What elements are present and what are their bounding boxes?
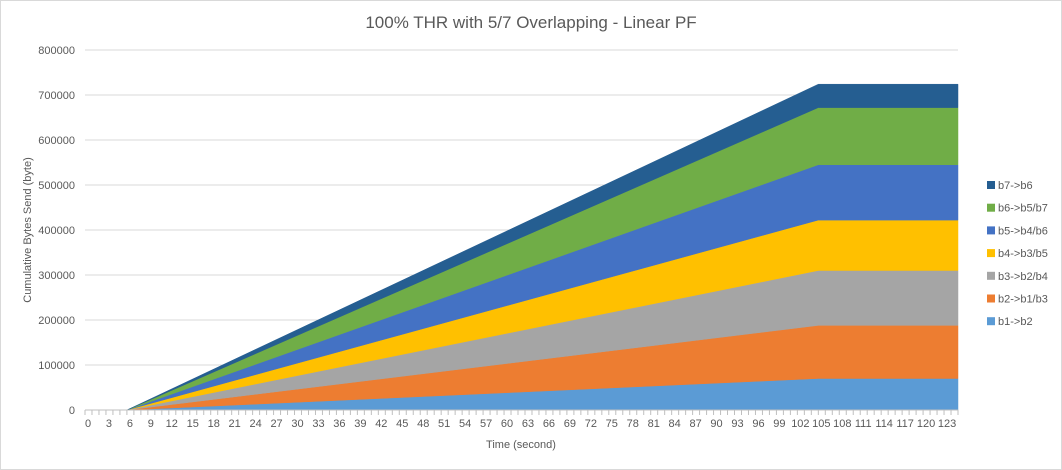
legend-label: b6->b5/b7 — [998, 203, 1048, 215]
x-tick-label: 24 — [249, 418, 261, 430]
y-tick-label: 400000 — [38, 225, 75, 237]
y-tick-label: 700000 — [38, 90, 75, 102]
x-tick-label: 57 — [480, 418, 492, 430]
x-tick-label: 9 — [148, 418, 154, 430]
x-tick-label: 27 — [270, 418, 282, 430]
x-tick-label: 0 — [85, 418, 91, 430]
y-tick-label: 200000 — [38, 315, 75, 327]
y-tick-label: 0 — [69, 405, 75, 417]
x-tick-label: 42 — [375, 418, 387, 430]
x-axis-title: Time (second) — [486, 439, 556, 451]
legend-label: b3->b2/b4 — [998, 271, 1048, 283]
x-tick-label: 102 — [791, 418, 809, 430]
x-tick-label: 51 — [438, 418, 450, 430]
x-tick-label: 111 — [855, 418, 872, 430]
chart-title: 100% THR with 5/7 Overlapping - Linear P… — [365, 13, 696, 32]
x-tick-label: 105 — [812, 418, 830, 430]
x-tick-label: 60 — [501, 418, 513, 430]
series-areas — [85, 83, 959, 411]
x-tick-labels: 0 3 6 9 12 15 18 21 24 27 30 33 36 39 42 45 48 51 54 57 60 63… — [85, 418, 956, 430]
x-tick-label: 45 — [396, 418, 408, 430]
x-tick-label: 90 — [710, 418, 722, 430]
legend-label: b4->b3/b5 — [998, 248, 1048, 260]
legend-swatch — [987, 271, 995, 280]
x-tick-label: 21 — [229, 418, 241, 430]
x-tick-label: 39 — [354, 418, 366, 430]
x-tick-label: 6 — [127, 418, 133, 430]
y-tick-labels: 0 100000 200000 300000 400000 500000 600000 700… — [38, 45, 75, 417]
x-tick-label: 72 — [585, 418, 597, 430]
y-tick-label: 300000 — [38, 270, 75, 282]
legend-label: b2->b1/b3 — [998, 294, 1048, 306]
x-tick-label: 123 — [938, 418, 956, 430]
x-tick-label: 108 — [833, 418, 851, 430]
x-tick-label: 75 — [606, 418, 618, 430]
x-tick-label: 3 — [106, 418, 112, 430]
x-tick-label: 99 — [773, 418, 785, 430]
x-tick-label: 117 — [896, 418, 914, 430]
legend-swatch — [987, 294, 995, 303]
x-tick-label: 81 — [648, 418, 660, 430]
y-tick-label: 500000 — [38, 180, 75, 192]
x-tick-label: 96 — [752, 418, 764, 430]
legend-label: b5->b4/b6 — [998, 225, 1048, 237]
legend-swatch — [987, 317, 995, 326]
x-tick-label: 48 — [417, 418, 429, 430]
y-tick-label: 600000 — [38, 135, 75, 147]
x-tick-label: 93 — [731, 418, 743, 430]
axes — [84, 409, 959, 415]
y-tick-label: 100000 — [38, 360, 75, 372]
y-axis-title: Cumulative Bytes Send (byte) — [22, 157, 34, 303]
x-tick-label: 36 — [333, 418, 345, 430]
legend-swatch — [987, 226, 995, 235]
x-tick-label: 18 — [208, 418, 220, 430]
x-tick-label: 33 — [312, 418, 324, 430]
legend: b7->b6 b6->b5/b7 b5->b4/b6 b4->b3/b5 b3->b2/… — [987, 180, 1048, 328]
legend-swatch — [987, 181, 995, 189]
y-tick-label: 800000 — [38, 45, 75, 57]
x-tick-label: 12 — [166, 418, 178, 430]
x-tick-label: 87 — [689, 418, 701, 430]
x-tick-label: 63 — [522, 418, 534, 430]
x-tick-label: 84 — [669, 418, 681, 430]
legend-label: b1->b2 — [998, 316, 1033, 328]
x-tick-label: 54 — [459, 418, 471, 430]
legend-label: b7->b6 — [998, 180, 1033, 192]
x-tick-label: 69 — [564, 418, 576, 430]
x-tick-label: 66 — [543, 418, 555, 430]
x-tick-label: 78 — [627, 418, 639, 430]
legend-swatch — [987, 203, 995, 212]
x-tick-label: 15 — [187, 418, 199, 430]
x-tick-label: 120 — [917, 418, 935, 430]
x-tick-label: 30 — [291, 418, 303, 430]
legend-swatch — [987, 249, 995, 258]
x-tick-label: 114 — [875, 418, 893, 430]
